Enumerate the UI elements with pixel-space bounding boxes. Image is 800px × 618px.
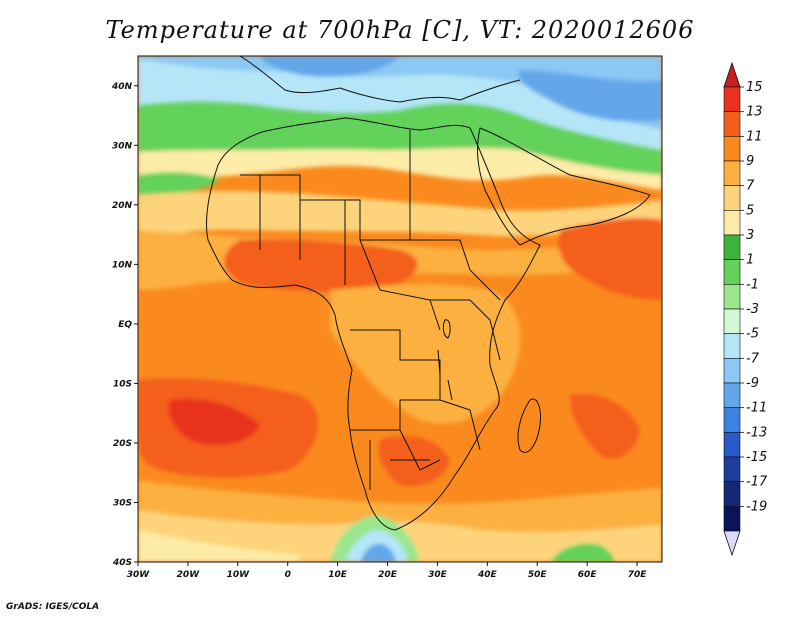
lon-tick-label: 40E	[477, 570, 498, 580]
lat-tick-label: 20S	[113, 439, 132, 449]
footer-credit: GrADS: IGES/COLA	[6, 602, 100, 612]
colorbar-swatch	[723, 160, 741, 186]
colorbar-label: 7	[746, 179, 755, 194]
colorbar-swatch	[723, 333, 741, 359]
colorbar-label: -9	[746, 376, 759, 391]
lat-tick-label: EQ	[118, 320, 132, 330]
coastlines	[205, 56, 651, 531]
lat-tick-label: 40N	[111, 82, 133, 92]
colorbar-swatch	[723, 432, 741, 458]
lon-tick-label: 30E	[428, 570, 448, 580]
colorbar-label: 15	[746, 80, 763, 95]
colorbar-bottom-arrow	[723, 530, 741, 557]
lat-tick-label: 10S	[113, 379, 132, 389]
lon-tick-label: 10E	[328, 570, 348, 580]
colorbar-swatch	[723, 136, 741, 162]
chart-title: Temperature at 700hPa [C], VT: 202001260…	[105, 16, 695, 44]
lon-tick-label: 50E	[528, 570, 548, 580]
colorbar-swatch	[723, 111, 741, 137]
colorbar-swatch	[723, 86, 741, 112]
lon-tick-label: 70E	[628, 570, 648, 580]
colorbar-swatch	[723, 481, 741, 507]
lon-tick-label: 20W	[177, 570, 201, 580]
temperature-field	[138, 56, 662, 562]
colorbar-label: -7	[746, 351, 760, 366]
lon-tick-label: 60E	[578, 570, 598, 580]
lat-axis: 40N 30N 20N 10N EQ 10S 20S 30S 40S	[111, 82, 138, 568]
colorbar-swatch	[723, 210, 741, 236]
colorbar-label: -11	[746, 401, 767, 416]
colorbar-label: -13	[746, 425, 767, 440]
colorbar-swatch	[723, 506, 741, 532]
colorbar-swatch	[723, 407, 741, 433]
colorbar-swatch	[723, 456, 741, 482]
colorbar-swatch	[723, 284, 741, 310]
lon-tick-label: 20E	[378, 570, 398, 580]
colorbar-label: 5	[746, 203, 754, 218]
lat-tick-label: 10N	[112, 260, 133, 270]
colorbar-label: -1	[746, 277, 759, 292]
colorbar-swatch	[723, 358, 741, 384]
colorbar-top-arrow	[723, 61, 741, 88]
colorbar-label: 9	[746, 154, 754, 169]
lon-axis: 30W 20W 10W 0 10E 20E 30E 40E 50E 60E 70E	[127, 562, 647, 580]
colorbar-swatch	[723, 234, 741, 260]
colorbar-label: 13	[746, 105, 763, 120]
colorbar-label: 11	[746, 129, 763, 144]
colorbar-label: 3	[746, 228, 754, 243]
lat-tick-label: 30N	[112, 141, 133, 151]
colorbar-label: -15	[746, 450, 767, 465]
colorbar-label: -3	[746, 302, 759, 317]
colorbar-swatch	[723, 382, 741, 408]
lon-tick-label: 10W	[227, 570, 251, 580]
lat-tick-label: 30S	[113, 498, 132, 508]
colorbar-swatch	[723, 185, 741, 211]
lon-tick-label: 30W	[127, 570, 151, 580]
lat-tick-label: 40S	[112, 558, 132, 568]
colorbar-label: -5	[746, 327, 759, 342]
colorbar-swatch	[723, 259, 741, 285]
colorbar-label: -19	[746, 499, 767, 514]
colorbar-label: -17	[746, 475, 768, 490]
colorbar: 15 13 11 9 7 5 3 1 -1 -3 -5 -7 -9 -11 -13 -15 -17 -19	[723, 61, 768, 557]
colorbar-swatch	[723, 308, 741, 334]
plot-frame	[137, 55, 663, 563]
lon-tick-label: 0	[285, 570, 291, 580]
colorbar-label: 1	[746, 253, 754, 268]
lat-tick-label: 20N	[112, 201, 133, 211]
